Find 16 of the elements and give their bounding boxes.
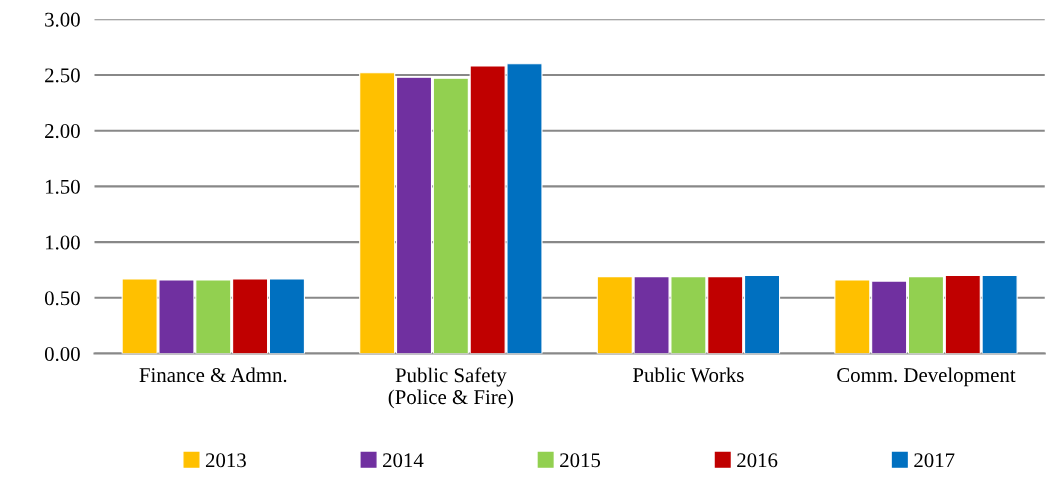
legend-label: 2017 <box>914 453 955 468</box>
legend-label: 2016 <box>737 453 778 468</box>
y-tick-label: 0.00 <box>44 346 80 362</box>
y-tick-label: 1.50 <box>45 179 80 194</box>
y-tick-label: 3.00 <box>45 12 80 27</box>
legend-label: 2013 <box>205 453 246 468</box>
y-tick-label: 2.00 <box>45 124 80 139</box>
y-tick-label: 2.50 <box>45 68 80 83</box>
x-tick-label: Comm. Development <box>837 367 1016 387</box>
y-tick-label: 0.50 <box>44 291 80 306</box>
x-tick-label: Public Safety (Police & Fire) <box>388 367 513 409</box>
x-tick-label: Public Works <box>633 367 744 383</box>
x-tick-label: Finance & Admn. <box>139 367 287 383</box>
legend-label: 2014 <box>383 453 424 468</box>
legend-label: 2015 <box>560 453 601 468</box>
y-tick-label: 1.00 <box>45 235 80 250</box>
